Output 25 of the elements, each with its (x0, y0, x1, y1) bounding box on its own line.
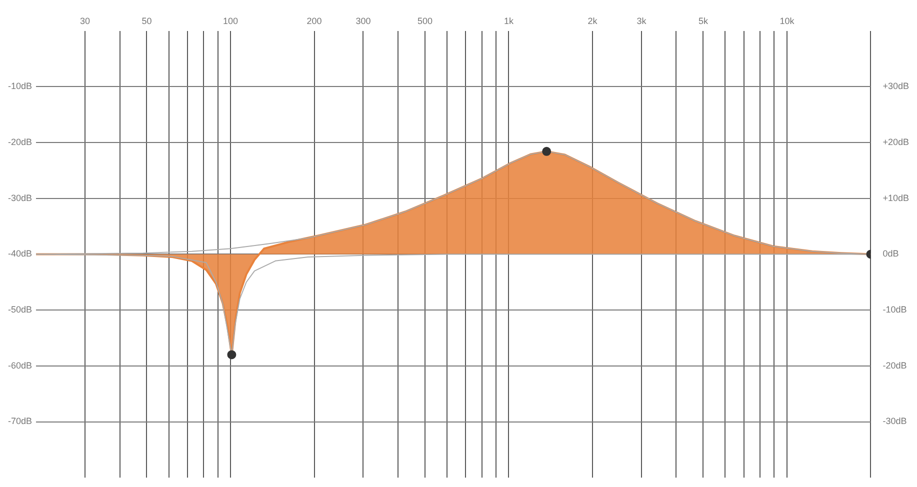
y2-tick-label: +10dB (882, 192, 910, 203)
x-tick-label: 100 (222, 16, 238, 26)
x-tick-label: 200 (306, 16, 322, 26)
x-tick-label: 2k (588, 16, 598, 26)
y-tick-label: -10dB (8, 81, 32, 92)
y2-tick-label: 0dB (882, 248, 899, 259)
x-tick-label: 500 (417, 16, 432, 26)
x-tick-label: 3k (636, 16, 647, 26)
y2-tick-label: +20dB (882, 136, 910, 147)
x-tick-label: 5k (698, 16, 708, 26)
y2-tick-label: -20dB (882, 360, 907, 370)
y-tick-label: -30dB (8, 192, 32, 203)
y-tick-label: -60dB (8, 360, 32, 370)
x-tick-label: 30 (80, 16, 90, 26)
x-tick-label: 10k (780, 16, 795, 26)
x-tick-label: 300 (356, 16, 371, 26)
y2-tick-label: -10dB (882, 304, 907, 315)
y-tick-label: -20dB (8, 136, 32, 147)
y2-tick-label: -30dB (882, 416, 907, 426)
x-tick-label: 1k (504, 16, 514, 26)
x-tick-label: 50 (142, 16, 152, 26)
y2-tick-label: +30dB (882, 81, 910, 92)
y-tick-label: -50dB (8, 304, 32, 315)
y-tick-label: -70dB (8, 416, 32, 426)
y-tick-label: -40dB (8, 248, 32, 259)
